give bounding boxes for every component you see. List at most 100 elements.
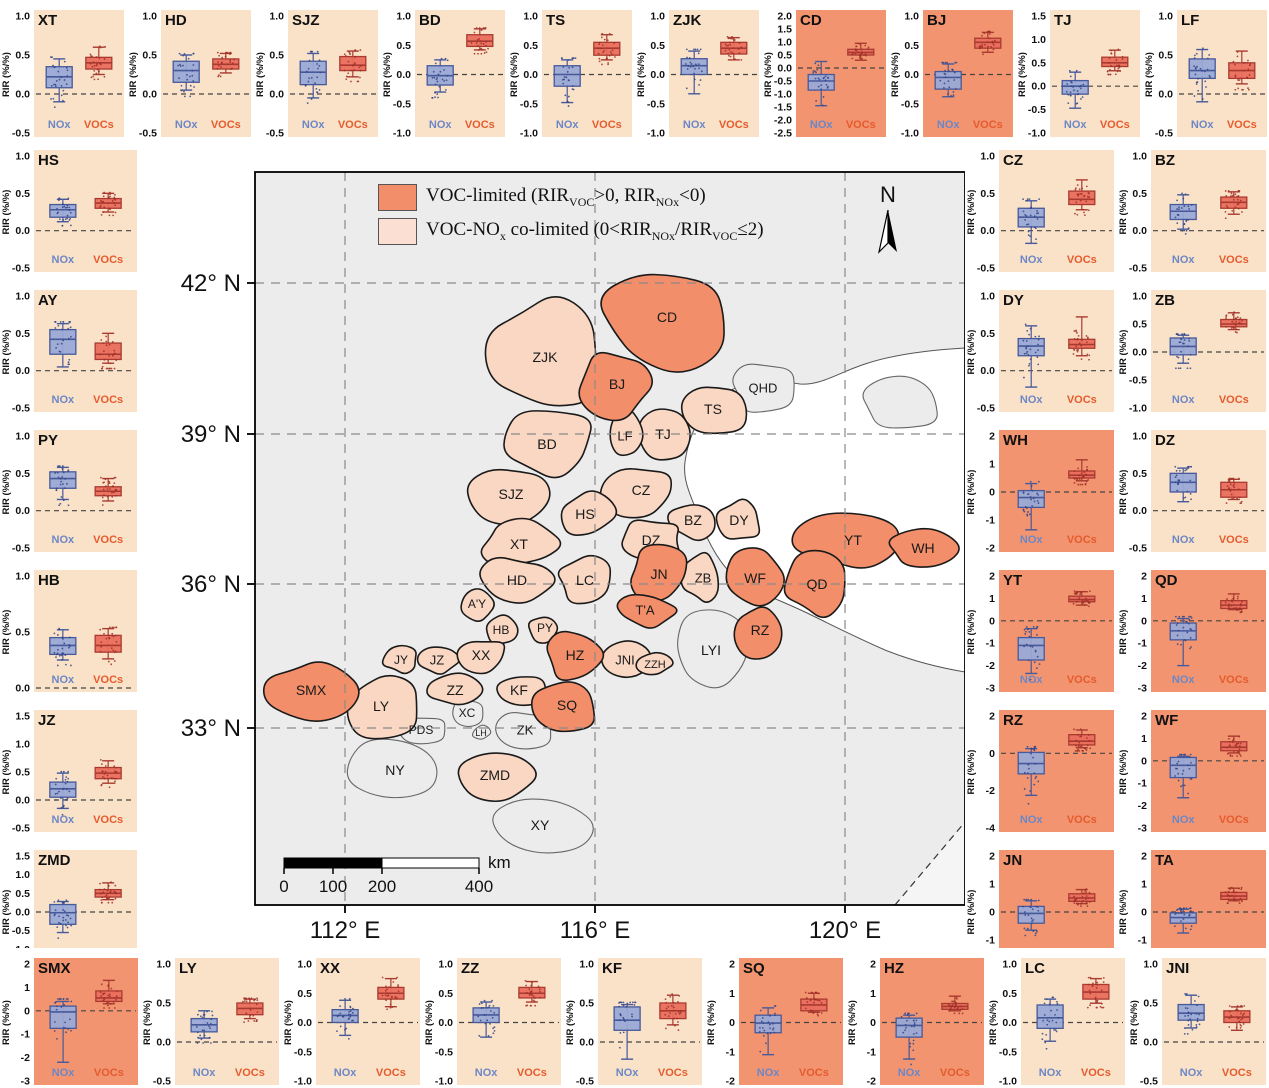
boxplot-panel-RZ: 2 0 -2 -4 RIR (%/%) RZ NOx VOCs — [965, 700, 1117, 840]
svg-text:ZB: ZB — [1155, 292, 1175, 309]
map-region-DY — [715, 498, 761, 540]
svg-text:-0.5: -0.5 — [139, 128, 157, 140]
boxplot-panel-LF: 1.0 0.5 0.0 -0.5 RIR (%/%) LF NOx VOCs — [1143, 0, 1269, 140]
map-region-HS — [560, 490, 618, 536]
svg-text:0.5: 0.5 — [15, 767, 30, 779]
svg-text:2: 2 — [1141, 571, 1147, 583]
svg-text:-0.5: -0.5 — [294, 1046, 312, 1058]
svg-text:SMX: SMX — [296, 682, 327, 698]
svg-text:DY: DY — [729, 512, 749, 528]
svg-text:NOx: NOx — [52, 1067, 76, 1079]
svg-text:RIR (%/%): RIR (%/%) — [509, 52, 520, 97]
svg-text:1.0: 1.0 — [1132, 431, 1147, 443]
svg-text:1: 1 — [989, 459, 995, 471]
svg-text:0.5: 0.5 — [980, 328, 995, 340]
svg-text:1.0: 1.0 — [438, 959, 453, 971]
svg-text:0.0: 0.0 — [1002, 1017, 1017, 1029]
svg-text:0.5: 0.5 — [156, 998, 171, 1010]
boxplot-panel-KF: 1.0 0.5 0.0 -0.5 RIR (%/%) KF NOx VOCs — [564, 948, 705, 1088]
svg-text:T'A: T'A — [635, 603, 654, 618]
svg-text:-0.5: -0.5 — [1129, 375, 1147, 387]
svg-text:0.5: 0.5 — [1132, 188, 1147, 200]
svg-text:BJ: BJ — [609, 376, 625, 392]
boxplot-grid-right: 1.0 0.5 0.0 -0.5 RIR (%/%) CZ NOx VOCs 1.0 0.5 0.0… — [965, 140, 1269, 948]
svg-text:HS: HS — [38, 152, 59, 169]
svg-text:-0.5: -0.5 — [977, 403, 995, 415]
svg-text:0.5: 0.5 — [523, 40, 538, 52]
svg-text:RIR (%/%): RIR (%/%) — [1118, 890, 1129, 935]
svg-text:RIR (%/%): RIR (%/%) — [424, 1000, 435, 1045]
boxplot-panel-JZ: 1.5 1.0 0.5 0.0 -0.5 RIR (%/%) JZ NOx VOCs — [0, 700, 140, 840]
svg-text:-0.5: -0.5 — [153, 1076, 171, 1088]
svg-text:RIR (%/%): RIR (%/%) — [1118, 750, 1129, 795]
svg-text:0.5: 0.5 — [650, 40, 665, 52]
svg-text:1.0: 1.0 — [15, 869, 30, 881]
svg-text:-2.0: -2.0 — [774, 115, 792, 127]
svg-text:NOx: NOx — [1172, 254, 1196, 266]
svg-text:RIR (%/%): RIR (%/%) — [890, 52, 901, 97]
map-region-HB — [485, 614, 519, 645]
svg-text:RIR (%/%): RIR (%/%) — [1118, 470, 1129, 515]
svg-text:2: 2 — [989, 851, 995, 863]
svg-text:0.5: 0.5 — [1132, 468, 1147, 480]
map-region-JZ — [416, 646, 461, 675]
svg-text:2: 2 — [870, 959, 876, 971]
svg-text:YT: YT — [1003, 572, 1022, 589]
svg-text:1: 1 — [1141, 879, 1147, 891]
svg-text:NOx: NOx — [334, 1067, 358, 1079]
svg-text:LC: LC — [576, 572, 594, 588]
svg-text:-0.5: -0.5 — [901, 98, 919, 110]
svg-text:A'Y: A'Y — [468, 597, 486, 611]
svg-text:0.5: 0.5 — [1002, 988, 1017, 1000]
svg-text:VOCs: VOCs — [846, 119, 876, 131]
boxplot-panel-QD: 2 1 0 -1 -2 -3 RIR (%/%) QD NOx VOCs — [1117, 560, 1269, 700]
map-region-BJ — [578, 351, 653, 422]
svg-text:RIR (%/%): RIR (%/%) — [1129, 1000, 1140, 1045]
svg-text:0.0: 0.0 — [15, 89, 30, 101]
svg-text:200: 200 — [368, 877, 396, 896]
svg-text:NOx: NOx — [1172, 814, 1196, 826]
map-lon-label: 112° E — [310, 917, 381, 944]
svg-text:2: 2 — [989, 711, 995, 723]
svg-text:1.0: 1.0 — [15, 431, 30, 443]
svg-text:2.0: 2.0 — [777, 11, 792, 23]
svg-text:ZMD: ZMD — [480, 767, 510, 783]
svg-text:1.0: 1.0 — [980, 151, 995, 163]
map-region-HZ — [546, 630, 605, 682]
svg-text:0: 0 — [24, 1005, 30, 1017]
svg-text:1.0: 1.0 — [777, 37, 792, 49]
map-region-liaodong — [862, 375, 938, 429]
svg-text:0.0: 0.0 — [1132, 505, 1147, 517]
boxplot-panel-SMX: 2 1 0 -1 -2 -3 RIR (%/%) SMX NOx VOCs — [0, 948, 141, 1088]
svg-text:-1: -1 — [867, 1046, 876, 1058]
svg-text:0.0: 0.0 — [15, 365, 30, 377]
map-region-TA — [616, 593, 678, 629]
svg-text:0.0: 0.0 — [1158, 89, 1173, 101]
svg-text:-1.0: -1.0 — [774, 89, 792, 101]
map-region-ZMD — [457, 752, 537, 803]
svg-text:NOx: NOx — [898, 1067, 922, 1079]
svg-text:ZK: ZK — [517, 723, 534, 738]
boxplot-panel-HB: 1.0 0.5 0.0 RIR (%/%) HB NOx VOCs — [0, 560, 140, 700]
svg-text:BJ: BJ — [927, 12, 946, 29]
boxplot-panel-HZ: 2 1 0 -1 -2 RIR (%/%) HZ NOx VOCs — [846, 948, 987, 1088]
svg-text:NOx: NOx — [193, 1067, 217, 1079]
svg-text:2: 2 — [1141, 851, 1147, 863]
svg-text:-1.0: -1.0 — [12, 944, 30, 948]
svg-text:0.5: 0.5 — [1158, 50, 1173, 62]
svg-text:1: 1 — [1141, 733, 1147, 745]
svg-text:CZ: CZ — [632, 482, 651, 498]
map-region-XY — [492, 798, 594, 854]
svg-text:0.0: 0.0 — [156, 1037, 171, 1049]
svg-text:CD: CD — [800, 12, 822, 29]
svg-text:VOCs: VOCs — [1100, 119, 1130, 131]
svg-text:RIR (%/%): RIR (%/%) — [1, 750, 12, 795]
svg-text:VOCs: VOCs — [1219, 674, 1249, 686]
svg-text:NOx: NOx — [616, 1067, 640, 1079]
svg-text:1.0: 1.0 — [297, 959, 312, 971]
boxplot-panel-ZZ: 1.0 0.5 0.0 -0.5 -1.0 RIR (%/%) ZZ NOx VOCs — [423, 948, 564, 1088]
map-region-CD — [600, 273, 725, 373]
boxplot-panel-ZJK: 1.0 0.5 0.0 -0.5 -1.0 RIR (%/%) ZJK NOx VOCs — [635, 0, 762, 140]
svg-text:VOCs: VOCs — [211, 119, 241, 131]
